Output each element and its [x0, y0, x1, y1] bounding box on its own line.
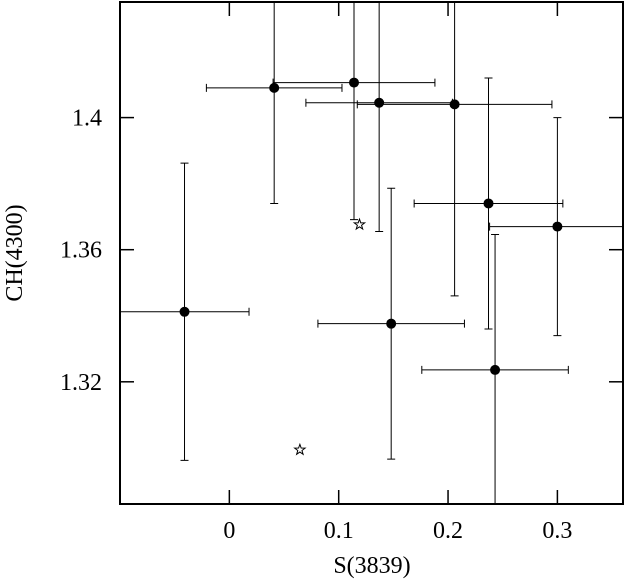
x-tick-label: 0.2	[433, 518, 463, 544]
y-error-bar	[375, 2, 384, 233]
plot-frame	[119, 1, 624, 505]
y-error-bar	[450, 2, 459, 297]
point	[374, 97, 385, 108]
y-error-bar	[270, 2, 279, 204]
x-tick-label: 0	[223, 518, 235, 544]
y-error-bar	[350, 2, 359, 221]
x-axis-label: S(3839)	[333, 553, 410, 579]
y-tick-label: 1.4	[72, 106, 102, 132]
point	[269, 82, 280, 93]
x-tick-label: 0.3	[542, 518, 572, 544]
point	[179, 306, 190, 317]
y-axis-label: CH(4300)	[2, 204, 28, 301]
star-point	[352, 217, 367, 231]
point	[449, 99, 460, 110]
plot-area	[120, 2, 624, 504]
point	[490, 364, 501, 375]
point	[386, 318, 397, 329]
point	[552, 221, 563, 232]
point	[349, 77, 360, 88]
point	[483, 198, 494, 209]
x-tick-label: 0.1	[324, 518, 354, 544]
y-tick-label: 1.36	[60, 238, 102, 264]
star-point	[293, 442, 307, 456]
y-tick-label: 1.32	[60, 370, 102, 396]
